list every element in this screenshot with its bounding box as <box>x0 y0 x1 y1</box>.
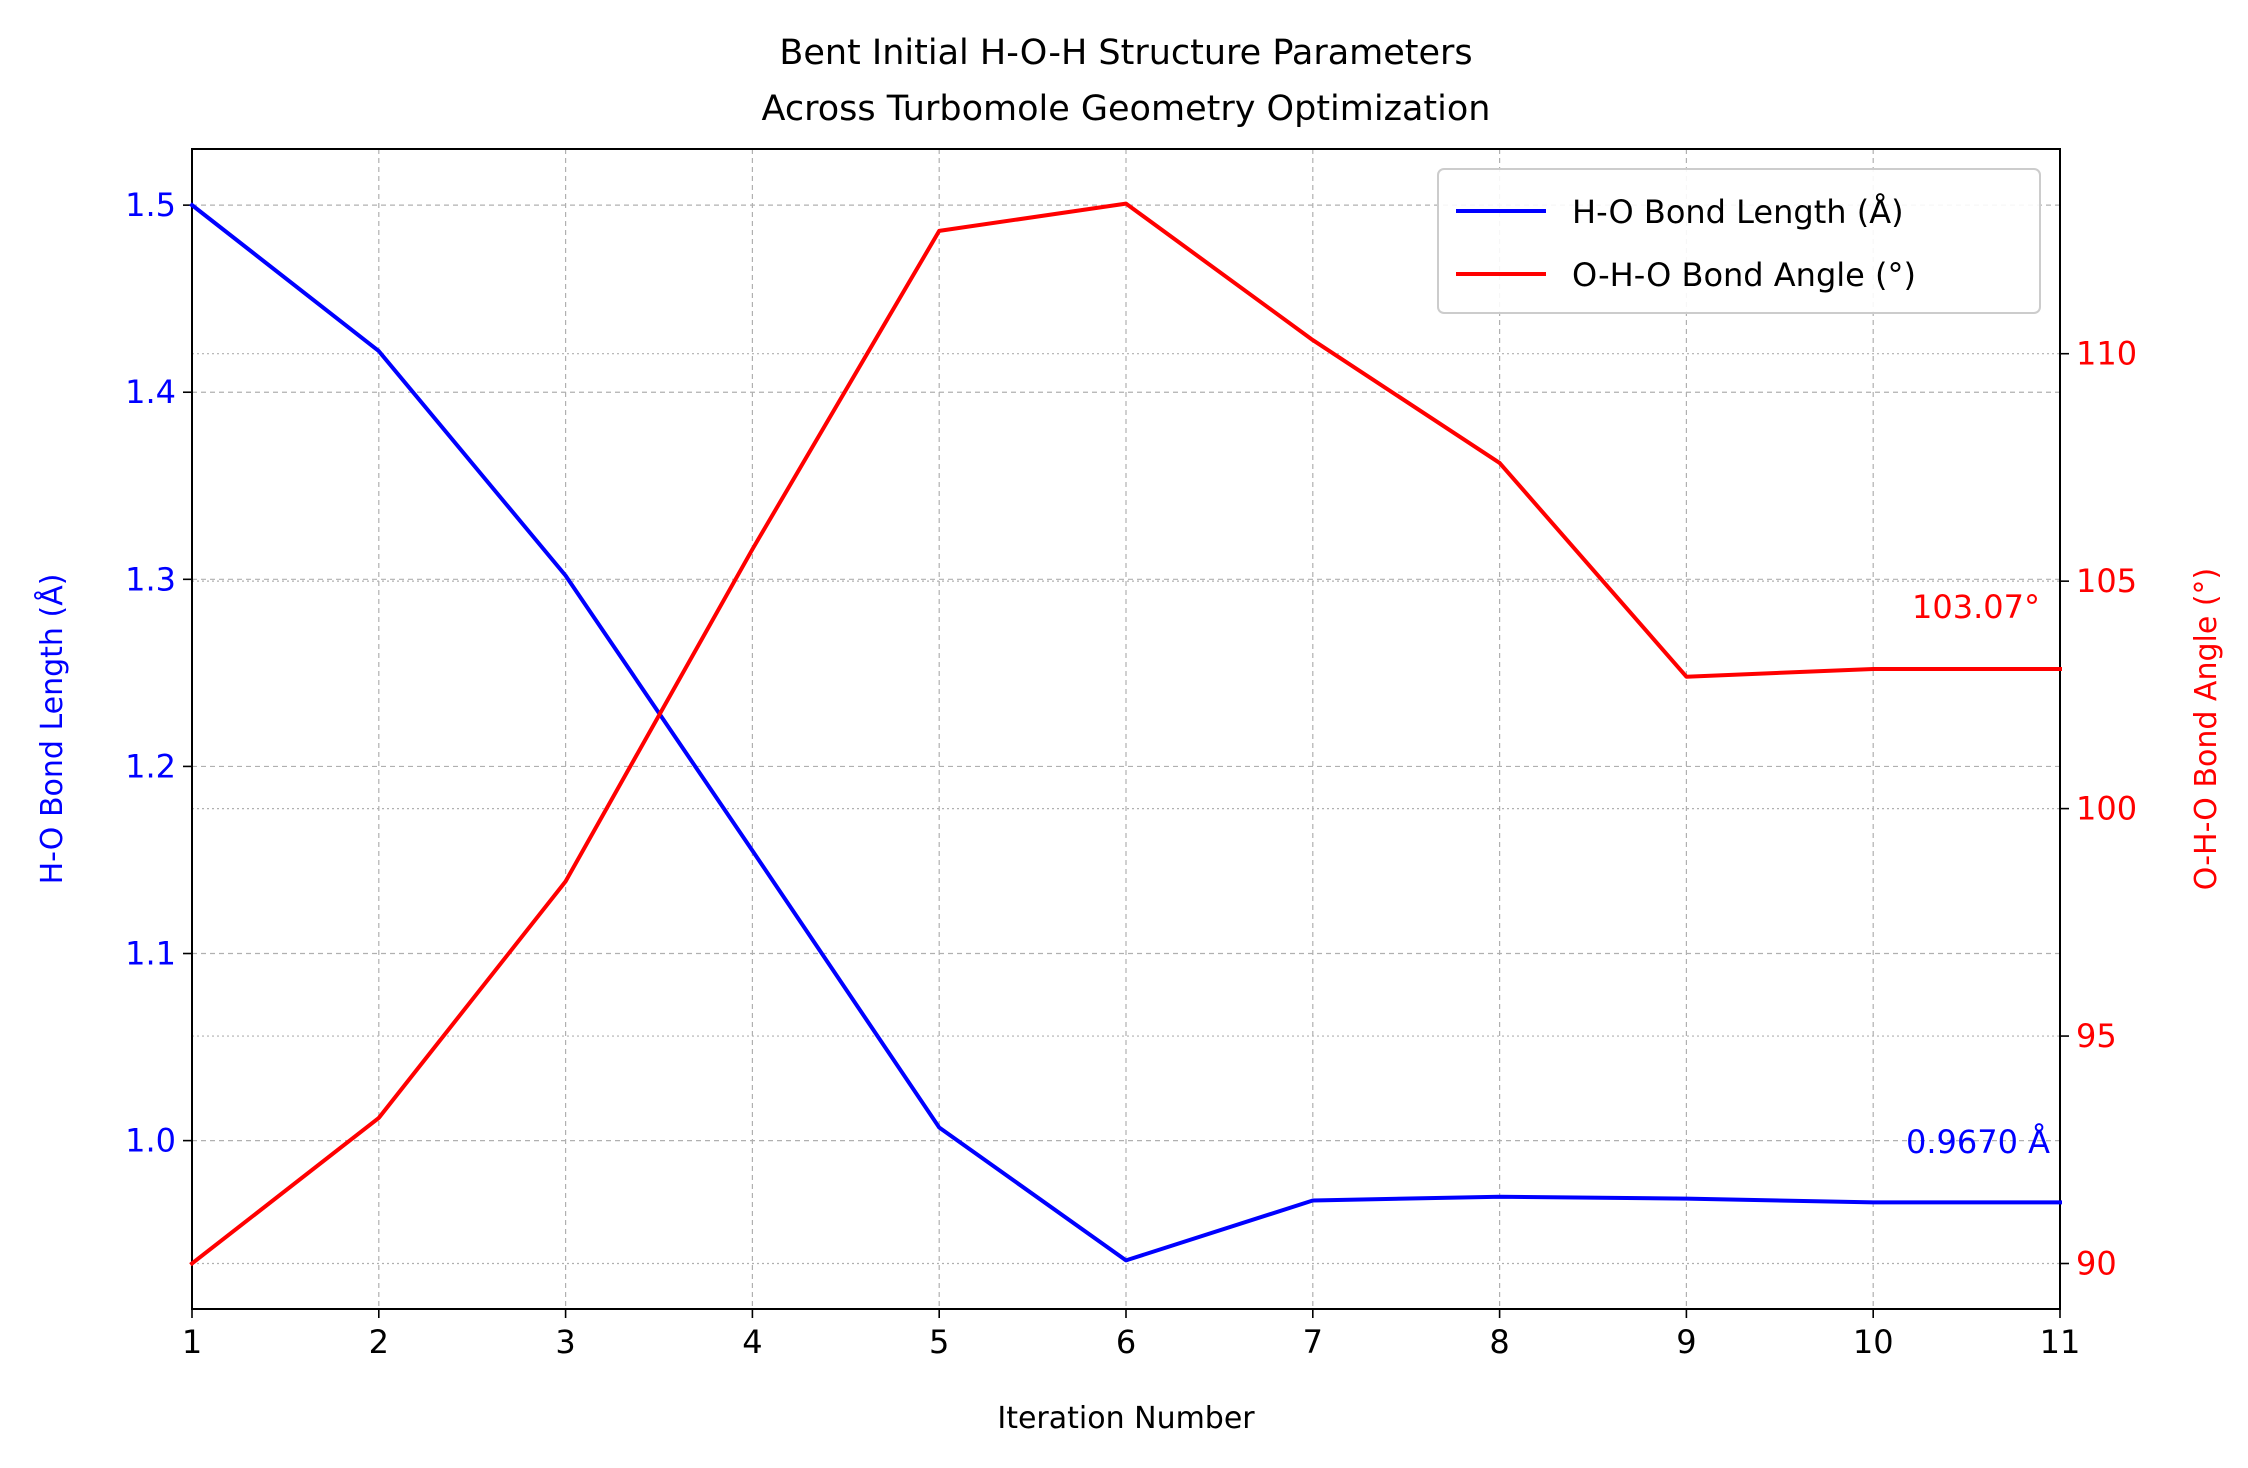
chart-title-line1: Bent Initial H-O-H Structure Parameters <box>779 33 1472 73</box>
y-axis-label-left: H-O Bond Length (Å) <box>34 574 70 885</box>
annotation-final-length: 0.9670 Å <box>1906 1123 2050 1161</box>
x-tick-label: 10 <box>1853 1323 1894 1361</box>
y-right-tick-label: 110 <box>2076 335 2137 373</box>
y-left-tick-label: 1.4 <box>125 373 176 411</box>
axes: 1 2 3 4 5 6 7 8 9 10 11 1.0 1.1 1.2 1.3 1.4 1.5 90 95 100 10… <box>125 186 2137 1361</box>
legend-box <box>1437 168 2041 314</box>
y-axis-label-right: O-H-O Bond Angle (°) <box>2189 568 2224 891</box>
series-line-bond-length <box>189 202 2062 1263</box>
x-tick-label: 9 <box>1676 1323 1696 1361</box>
y-left-tick-label: 1.0 <box>125 1122 176 1160</box>
x-tick-label: 5 <box>929 1323 949 1361</box>
series-line-bond-angle <box>189 201 2062 1267</box>
series <box>189 201 2062 1267</box>
x-axis-label: Iteration Number <box>997 1401 1255 1436</box>
y-left-tick-label: 1.3 <box>125 560 176 598</box>
y-right-tick-label: 100 <box>2076 790 2137 828</box>
y-right-tick-label: 105 <box>2076 562 2137 600</box>
y-right-tick-label: 95 <box>2076 1017 2117 1055</box>
y-left-tick-label: 1.1 <box>125 935 176 973</box>
x-tick-label: 7 <box>1303 1323 1323 1361</box>
x-tick-label: 4 <box>742 1323 762 1361</box>
legend-label-angle: O-H-O Bond Angle (°) <box>1572 256 1916 294</box>
x-tick-label: 11 <box>2040 1323 2081 1361</box>
x-tick-label: 1 <box>182 1323 202 1361</box>
chart-title-line2: Across Turbomole Geometry Optimization <box>762 89 1491 129</box>
legend-label-length: H-O Bond Length (Å) <box>1572 193 1904 231</box>
annotation-final-angle: 103.07° <box>1912 588 2040 626</box>
legend: H-O Bond Length (Å) O-H-O Bond Angle (°) <box>1437 168 2041 314</box>
x-tick-label: 3 <box>555 1323 575 1361</box>
x-tick-label: 6 <box>1116 1323 1136 1361</box>
x-tick-label: 8 <box>1489 1323 1509 1361</box>
x-tick-label: 2 <box>369 1323 389 1361</box>
y-left-tick-label: 1.5 <box>125 186 176 224</box>
y-right-tick-label: 90 <box>2076 1245 2117 1283</box>
y-left-tick-label: 1.2 <box>125 747 176 785</box>
